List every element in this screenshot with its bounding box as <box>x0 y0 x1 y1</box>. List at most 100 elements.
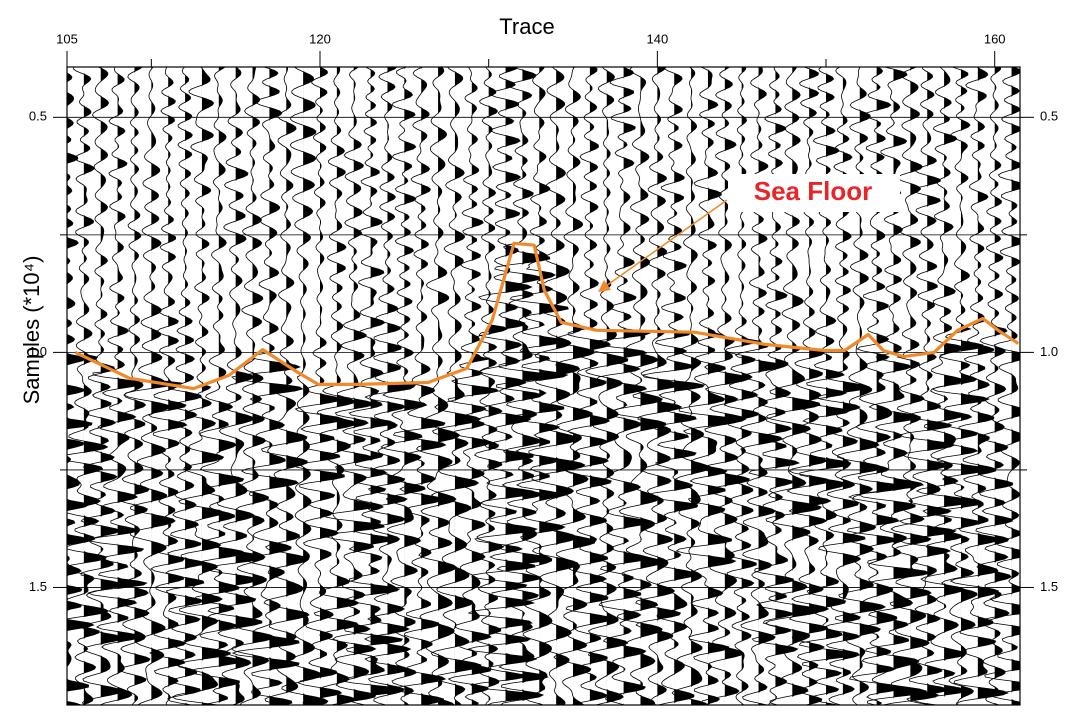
seismic-trace <box>67 72 95 705</box>
y-tick-label: 1.5 <box>1040 579 1058 594</box>
seismic-fill <box>438 67 460 705</box>
seismic-fill <box>623 67 650 705</box>
y-axis-title: Samples (*10⁴) <box>19 256 44 405</box>
seismic-trace <box>80 67 123 705</box>
seismic-trace <box>281 67 329 705</box>
seismic-fill <box>893 67 930 705</box>
seismic-trace <box>984 67 1020 703</box>
seismic-trace <box>294 67 345 705</box>
y-tick-label: 1.0 <box>1040 344 1058 359</box>
seismic-trace <box>231 67 304 705</box>
x-axis-title: Trace <box>499 14 554 39</box>
seismic-fill <box>387 67 414 705</box>
seismic-fill <box>826 67 856 705</box>
seismic-trace <box>67 67 110 705</box>
seismic-fill <box>117 67 147 705</box>
seismic-trace <box>342 67 404 705</box>
seismic-trace <box>551 67 596 705</box>
seismic-fill <box>404 67 427 705</box>
seismic-trace <box>734 67 784 705</box>
seismic-trace <box>898 67 957 705</box>
seismic-fill <box>707 67 741 705</box>
seismic-trace <box>975 67 1014 705</box>
seismic-trace <box>392 67 447 705</box>
seismic-fill <box>269 67 303 705</box>
x-tick-label: 140 <box>647 31 669 46</box>
seismic-trace <box>585 67 629 705</box>
seismic-fill <box>83 67 109 705</box>
y-tick-label: 1.5 <box>29 579 47 594</box>
seismic-trace <box>589 67 652 705</box>
seismic-trace <box>171 67 232 705</box>
seismic-fill <box>674 67 705 705</box>
y-tick-label: 1.0 <box>29 344 47 359</box>
seismic-trace <box>882 67 940 705</box>
seismic-fill <box>556 67 585 705</box>
seismic-trace <box>765 67 822 705</box>
y-tick-label: 0.5 <box>1040 109 1058 124</box>
seismic-fill <box>944 67 975 705</box>
plot-frame <box>66 66 1021 706</box>
seismic-fill <box>741 67 759 705</box>
seismic-trace <box>949 67 1009 705</box>
x-tick-label: 160 <box>984 31 1006 46</box>
seismic-fill <box>792 67 822 705</box>
seismic-fill <box>454 67 482 705</box>
seismic-trace <box>611 67 667 705</box>
seismic-trace <box>205 67 266 705</box>
annotation-arrow <box>605 199 728 287</box>
seismic-fill <box>977 67 1008 705</box>
seismic-trace <box>261 67 310 705</box>
seismic-fill <box>640 67 666 705</box>
seismic-trace <box>473 67 508 705</box>
y-tick-label: 0.5 <box>29 109 47 124</box>
seismic-trace <box>230 67 276 705</box>
seismic-fill <box>421 67 446 705</box>
annotation: Sea Floor <box>754 176 872 206</box>
seismic-trace <box>701 67 751 705</box>
seismic-trace <box>494 67 553 705</box>
seismic-fill <box>842 67 870 705</box>
seismic-trace <box>642 67 705 705</box>
trace-area <box>67 67 1020 705</box>
seismic-fill <box>522 67 553 705</box>
seismic-fill <box>606 67 628 705</box>
seismic-fill <box>185 67 204 705</box>
seismic-trace <box>798 67 856 705</box>
seismic-trace <box>675 67 742 705</box>
seismic-fill <box>303 67 328 705</box>
seismic-fill <box>336 67 359 705</box>
seismic-trace <box>380 67 428 705</box>
seismic-fill <box>1011 67 1020 705</box>
seismic-trace <box>507 67 569 705</box>
seismic-fill <box>876 67 907 705</box>
seismic-fill <box>235 67 265 705</box>
seismic-trace <box>415 67 460 705</box>
seismic-trace <box>846 67 909 705</box>
annotation-bg <box>728 174 900 212</box>
seismic-fill <box>488 67 507 705</box>
seismic-trace <box>565 67 614 705</box>
seismic-trace <box>528 67 586 705</box>
sea-floor-line <box>74 241 1020 391</box>
seismic-fill <box>809 67 831 705</box>
seismic-fill <box>573 67 596 705</box>
seismic-fill <box>910 67 939 705</box>
seismic-trace <box>187 67 247 705</box>
seismic-trace <box>834 67 887 705</box>
seismic-trace <box>467 67 540 705</box>
seismic-trace <box>447 67 500 705</box>
x-tick-label: 105 <box>56 31 78 46</box>
seismic-trace <box>786 67 832 705</box>
seismic-trace <box>118 67 151 705</box>
seismic-fill <box>505 67 539 705</box>
seismic-fill <box>589 67 613 705</box>
x-tick-label: 120 <box>309 31 331 46</box>
seismic-trace <box>671 67 710 705</box>
seismic-fill <box>100 67 123 705</box>
seismic-trace <box>748 67 800 705</box>
seismic-fill <box>994 67 1013 705</box>
annotation-arrowhead <box>598 280 611 292</box>
seismic-trace <box>723 67 761 705</box>
